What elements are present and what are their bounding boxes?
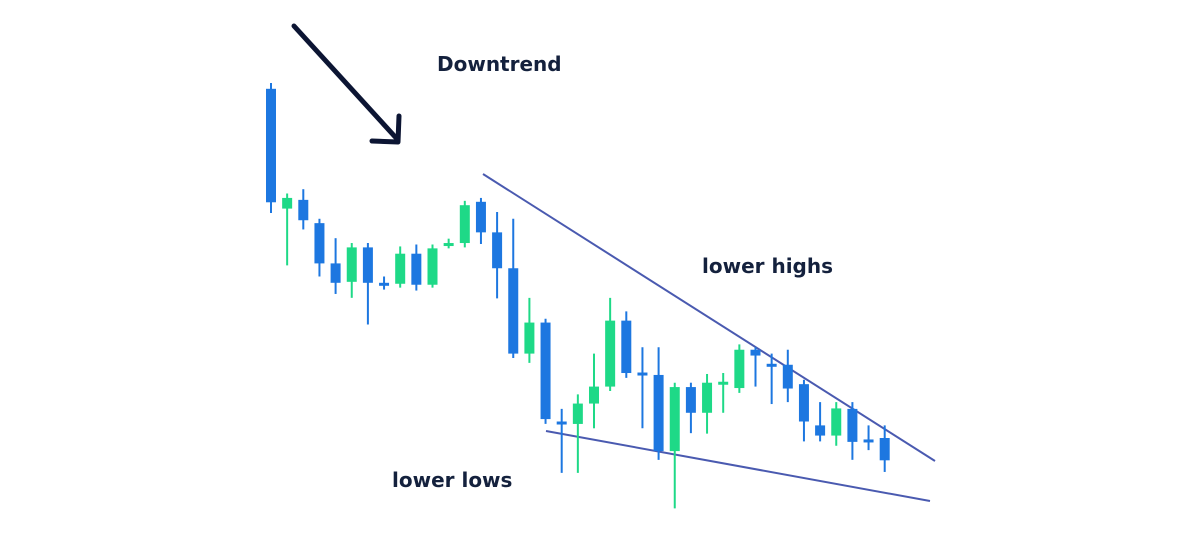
- candle-30: [734, 344, 745, 393]
- bull-candle-body: [734, 349, 745, 389]
- bear-candle-body: [379, 282, 390, 286]
- candle-23: [621, 311, 632, 378]
- candle-33: [782, 349, 793, 403]
- candle-8: [379, 276, 390, 290]
- bear-candle-body: [766, 363, 777, 367]
- candle-17: [524, 297, 535, 363]
- candle-39: [879, 425, 890, 472]
- bull-candle-body: [427, 248, 438, 285]
- candle-2: [282, 193, 293, 266]
- bull-candle-body: [702, 382, 713, 413]
- candle-5: [330, 238, 341, 294]
- candle-9: [395, 246, 406, 288]
- bear-candle-body: [782, 364, 793, 389]
- bear-candle-body: [653, 374, 664, 452]
- candle-10: [411, 244, 422, 291]
- candle-21: [589, 353, 599, 429]
- bear-candle-body: [540, 322, 551, 420]
- bear-candle-body: [475, 201, 486, 233]
- candle-12: [443, 238, 454, 249]
- bull-candle-body: [524, 322, 535, 354]
- candle-29: [718, 373, 729, 413]
- candle-1: [266, 82, 276, 213]
- candle-16: [508, 218, 519, 358]
- bull-candle-body: [346, 247, 357, 282]
- bear-candle-body: [637, 372, 648, 376]
- candle-31: [750, 347, 761, 387]
- bull-candle-body: [443, 243, 454, 247]
- bear-candle-body: [298, 199, 309, 221]
- bull-candle-body: [395, 253, 406, 284]
- bull-candle-body: [282, 197, 293, 209]
- candle-26: [669, 382, 680, 509]
- bear-candle-body: [815, 425, 826, 436]
- candle-36: [831, 402, 842, 446]
- candle-6: [346, 243, 357, 298]
- bull-candle-body: [831, 408, 842, 436]
- bull-candle-body: [572, 403, 583, 424]
- candle-35: [815, 402, 826, 442]
- candle-13: [459, 200, 470, 248]
- candle-25: [653, 347, 664, 460]
- bear-candle-body: [330, 263, 341, 283]
- candle-14: [475, 197, 486, 244]
- candle-34: [798, 379, 809, 442]
- downtrend-arrow-icon: [291, 23, 402, 145]
- bear-candle-body: [556, 421, 567, 425]
- bull-candle-body: [718, 381, 729, 385]
- downtrend-label: Downtrend: [437, 52, 562, 76]
- bear-candle-body: [362, 247, 373, 283]
- candle-22: [605, 297, 616, 391]
- lower-lows-label: lower lows: [392, 468, 512, 492]
- bear-candle-body: [508, 268, 519, 354]
- bear-candle-body: [879, 438, 890, 461]
- upper-trendline-lower-highs: [482, 173, 936, 462]
- bull-candle-body: [669, 387, 680, 452]
- candle-32: [766, 353, 777, 405]
- candle-3: [298, 189, 309, 230]
- candles-group: [266, 82, 890, 509]
- bear-candle-body: [411, 253, 422, 285]
- bear-candle-body: [621, 320, 632, 374]
- bear-candle-body: [492, 232, 503, 269]
- candle-24: [637, 347, 648, 429]
- candle-37: [847, 402, 858, 460]
- bull-candle-body: [459, 205, 470, 244]
- bull-candle-body: [589, 386, 599, 404]
- bear-candle-body: [847, 408, 858, 442]
- bear-candle-body: [685, 387, 696, 413]
- candle-18: [540, 318, 551, 424]
- candle-19: [556, 408, 567, 473]
- bear-candle-body: [863, 439, 874, 443]
- candle-11: [427, 244, 438, 288]
- bear-candle-body: [798, 384, 809, 422]
- candle-38: [863, 425, 874, 451]
- lower-trendline-lower-lows: [545, 430, 931, 502]
- lower-highs-label: lower highs: [702, 254, 833, 278]
- candle-7: [362, 243, 373, 325]
- candle-20: [572, 394, 583, 473]
- bull-candle-body: [605, 320, 616, 387]
- bear-candle-body: [266, 88, 276, 203]
- candle-4: [314, 218, 325, 277]
- bear-candle-body: [314, 223, 325, 264]
- candle-28: [702, 373, 713, 434]
- candle-15: [492, 211, 503, 299]
- bear-candle-body: [750, 349, 761, 356]
- candle-27: [685, 382, 696, 434]
